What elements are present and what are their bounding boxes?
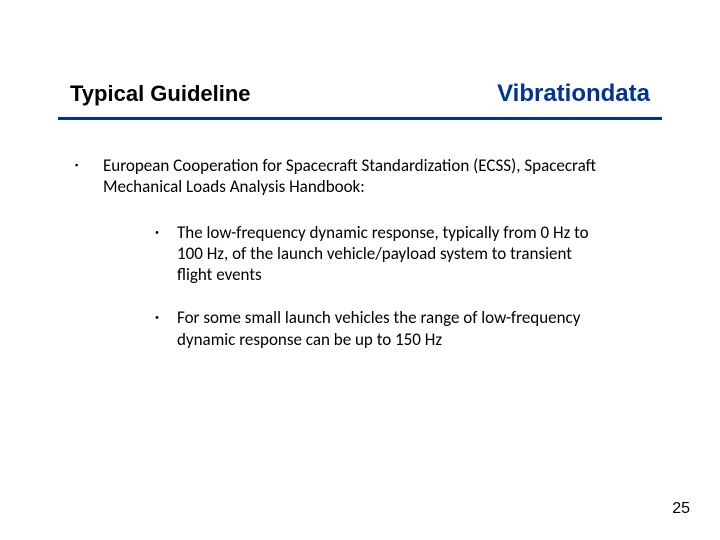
list-item-text: The low-frequency dynamic response, typi…	[177, 222, 589, 286]
list-item: European Cooperation for Spacecraft Stan…	[75, 155, 645, 350]
header-divider	[58, 117, 662, 120]
list-item: The low-frequency dynamic response, typi…	[155, 222, 645, 286]
brand-label: Vibrationdata	[497, 80, 650, 108]
body-content: European Cooperation for Spacecraft Stan…	[75, 155, 645, 372]
list-item-text: For some small launch vehicles the range…	[177, 307, 580, 349]
header: Typical Guideline Vibrationdata	[70, 80, 650, 108]
page-number: 25	[672, 500, 690, 518]
slide-title: Typical Guideline	[70, 81, 251, 107]
bullet-list-level1: European Cooperation for Spacecraft Stan…	[75, 155, 645, 350]
slide: Typical Guideline Vibrationdata European…	[0, 0, 720, 540]
list-item-text: European Cooperation for Spacecraft Stan…	[103, 155, 596, 197]
list-item: For some small launch vehicles the range…	[155, 307, 645, 350]
bullet-list-level2: The low-frequency dynamic response, typi…	[103, 222, 645, 350]
